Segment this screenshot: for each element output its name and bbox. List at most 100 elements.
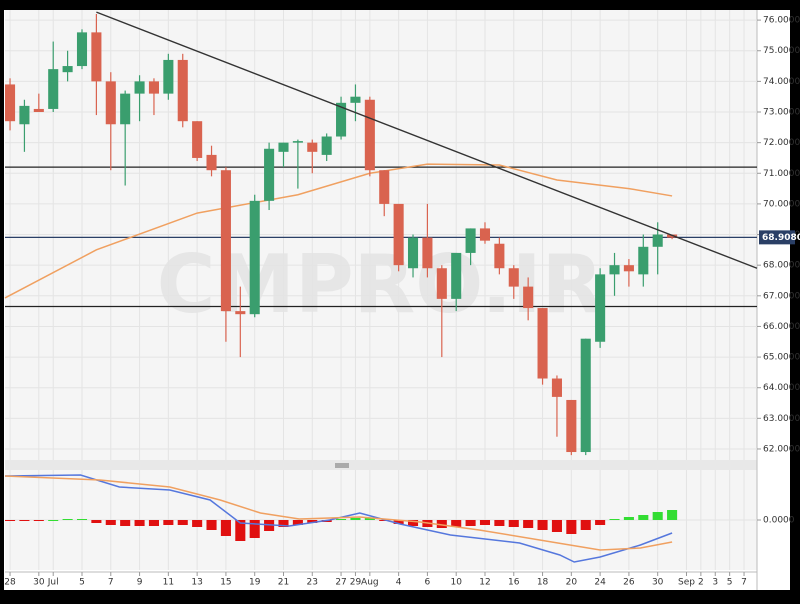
histogram-bar <box>364 518 375 520</box>
y-tick-label: 66.0000 <box>763 322 800 332</box>
histogram-bar <box>105 520 116 525</box>
candle-body <box>192 121 203 158</box>
candle-body <box>321 136 332 155</box>
y-tick-label: 64.0000 <box>763 383 800 393</box>
x-tick-label: 6 <box>425 578 431 588</box>
candle-body <box>249 200 260 315</box>
watermark: CMPRO.IR <box>157 238 604 331</box>
x-tick-label: 29 <box>350 578 362 588</box>
y-tick-label: 71.0000 <box>763 169 800 179</box>
x-tick-label: 15 <box>220 578 231 588</box>
histogram-bar <box>336 519 347 520</box>
candle-body <box>523 286 534 309</box>
candle-body <box>336 102 347 137</box>
histogram-bar <box>120 520 131 526</box>
histogram-bar <box>33 520 44 521</box>
histogram-bar <box>451 520 462 527</box>
candle-body <box>407 237 419 269</box>
candle-body <box>177 59 188 122</box>
candle-body <box>148 81 159 94</box>
candle-body <box>494 243 505 269</box>
indicator-line <box>4 474 673 563</box>
y-tick-label: 62.0000 <box>763 444 800 454</box>
histogram-bar <box>407 520 419 526</box>
x-tick-label: 26 <box>623 578 635 588</box>
x-tick-label: 10 <box>450 578 462 588</box>
y-tick-label: 68.0000 <box>763 261 800 271</box>
panel-divider <box>5 460 757 470</box>
x-tick-label: 3 <box>712 578 718 588</box>
histogram-bar <box>163 520 174 525</box>
x-tick-label: 16 <box>508 578 520 588</box>
histogram-bar <box>508 520 519 527</box>
candle-body <box>350 96 361 103</box>
x-tick-label: 18 <box>537 578 549 588</box>
candle-body <box>379 170 390 204</box>
y-tick-label: 72.0000 <box>763 138 800 148</box>
x-tick-label: 20 <box>566 578 578 588</box>
histogram-bar <box>350 518 361 520</box>
trend-line <box>96 11 758 269</box>
histogram-bar <box>177 520 188 525</box>
candle-body <box>623 265 634 272</box>
candle-body <box>537 308 548 379</box>
histogram-bar <box>62 519 73 520</box>
candle-body <box>580 338 591 453</box>
y-tick-label: 63.0000 <box>763 414 800 424</box>
candle-body <box>19 105 30 125</box>
histogram-bar <box>249 520 260 538</box>
y-tick-label: 0.0000 <box>763 516 795 526</box>
histogram-bar <box>134 520 145 526</box>
candle-body <box>62 66 73 73</box>
histogram-bar <box>566 520 577 534</box>
x-tick-label: 30 <box>652 578 664 588</box>
x-tick-label: 12 <box>479 578 490 588</box>
candle-body <box>48 69 59 109</box>
x-tick-label: 21 <box>278 578 289 588</box>
candle-body <box>422 237 433 269</box>
histogram-bar <box>465 520 476 526</box>
x-tick-label: 23 <box>307 578 318 588</box>
candle-body <box>566 399 577 453</box>
histogram-bar <box>307 520 318 523</box>
x-tick-label: Sep <box>678 578 695 588</box>
histogram-bar <box>5 520 16 521</box>
candle-body <box>609 265 620 275</box>
histogram-bar <box>479 520 491 525</box>
x-tick-label: 19 <box>249 578 261 588</box>
candle-body <box>307 142 318 152</box>
candle-body <box>667 234 678 238</box>
y-tick-label: 76.0000 <box>763 16 800 26</box>
y-tick-label: 73.0000 <box>763 108 800 118</box>
x-tick-label: 24 <box>594 578 606 588</box>
candle-body <box>393 203 404 266</box>
histogram-bar <box>595 520 606 525</box>
histogram-bar <box>609 519 620 520</box>
x-tick-label: 5 <box>79 578 85 588</box>
histogram-bar <box>220 520 231 536</box>
histogram-bar <box>667 510 678 520</box>
last-price-box <box>759 230 795 245</box>
x-tick-label: 7 <box>108 578 114 588</box>
candle-body <box>5 84 16 122</box>
histogram-bar <box>278 520 289 527</box>
candle-body <box>292 141 303 143</box>
x-tick-label: Aug <box>361 578 379 588</box>
candle-body <box>638 246 649 275</box>
x-tick-label: 7 <box>741 578 747 588</box>
histogram-bar <box>379 520 390 521</box>
candle-body <box>508 268 519 287</box>
indicator-line <box>4 475 673 551</box>
y-tick-label: 67.0000 <box>763 291 800 301</box>
divider-grip[interactable] <box>335 463 349 468</box>
histogram-bar <box>48 520 59 521</box>
y-tick-label: 70.0000 <box>763 199 800 209</box>
histogram-bar <box>551 520 562 532</box>
candle-body <box>451 252 462 299</box>
y-tick-label: 74.0000 <box>763 77 800 87</box>
y-tick-label: 75.0000 <box>763 46 800 56</box>
x-tick-label: 11 <box>163 578 174 588</box>
candle-body <box>436 268 447 299</box>
histogram-bar <box>19 520 30 521</box>
